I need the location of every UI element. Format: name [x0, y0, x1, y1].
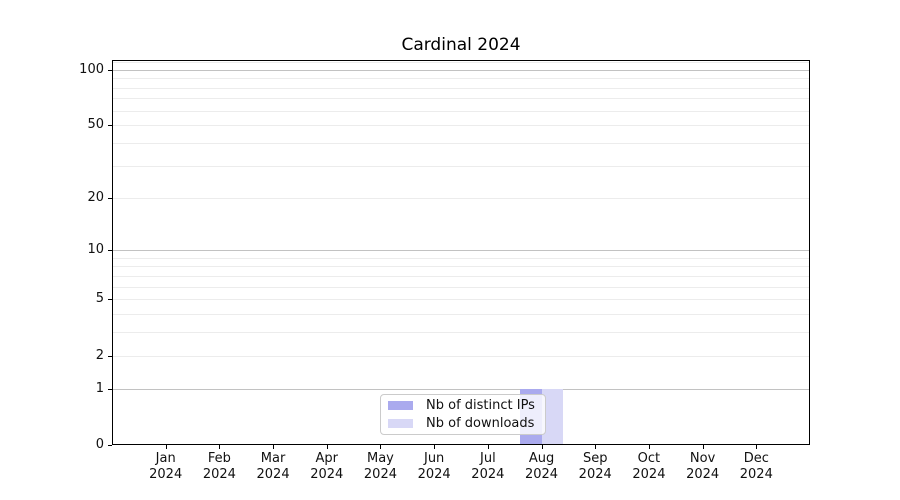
x-tick-label: Mar 2024: [256, 451, 290, 482]
x-tick-label: Aug 2024: [524, 451, 559, 482]
legend: Nb of distinct IPs Nb of downloads: [380, 394, 546, 435]
y-tick-label: 5: [95, 291, 104, 307]
y-gridline-minor: [113, 258, 809, 259]
y-gridline-minor: [113, 198, 809, 199]
y-gridline-major: [113, 70, 809, 71]
y-gridline-minor: [113, 88, 809, 89]
x-tick-label: Nov 2024: [686, 451, 720, 482]
x-tick-label: Apr 2024: [310, 451, 344, 482]
x-tick: [273, 445, 274, 449]
x-tick: [219, 445, 220, 449]
x-tick-label: Sep 2024: [578, 451, 612, 482]
y-gridline-minor: [113, 266, 809, 267]
legend-label-downloads: Nb of downloads: [426, 415, 535, 431]
y-tick-label: 10: [87, 242, 104, 258]
y-tick-label: 0: [95, 437, 104, 452]
legend-item-distinct-ips: Nb of distinct IPs: [388, 397, 538, 415]
y-tick: [108, 198, 112, 199]
bar-nb-of-downloads-aug: [541, 388, 563, 445]
y-gridline-minor: [113, 356, 809, 357]
y-tick-label: 50: [87, 117, 104, 133]
x-tick: [649, 445, 650, 449]
x-tick-label: Feb 2024: [202, 451, 236, 482]
y-tick: [108, 445, 112, 446]
x-tick: [703, 445, 704, 449]
y-gridline-minor: [113, 98, 809, 99]
x-tick: [327, 445, 328, 449]
y-tick: [108, 250, 112, 251]
y-gridline-minor: [113, 299, 809, 300]
y-tick-label: 100: [79, 61, 104, 77]
y-tick: [108, 70, 112, 71]
y-gridline-minor: [113, 78, 809, 79]
x-tick-label: Dec 2024: [739, 451, 773, 482]
y-tick: [108, 125, 112, 126]
x-tick-label: May 2024: [363, 451, 397, 482]
x-tick-label: Jul 2024: [471, 451, 505, 482]
chart-title: Cardinal 2024: [401, 35, 521, 55]
legend-swatch-distinct-ips: [388, 401, 413, 411]
y-gridline-minor: [113, 125, 809, 126]
y-gridline-minor: [113, 332, 809, 333]
y-gridline-major: [113, 389, 809, 390]
x-tick-label: Jan 2024: [149, 451, 183, 482]
legend-swatch-downloads: [388, 418, 413, 428]
y-gridline-minor: [113, 287, 809, 288]
y-tick: [108, 356, 112, 357]
y-tick: [108, 299, 112, 300]
y-gridline-minor: [113, 314, 809, 315]
y-gridline-major: [113, 250, 809, 251]
legend-item-downloads: Nb of downloads: [388, 415, 538, 433]
x-tick-label: Jun 2024: [417, 451, 451, 482]
x-tick: [166, 445, 167, 449]
x-tick: [488, 445, 489, 449]
y-gridline-minor: [113, 62, 809, 63]
y-gridline-minor: [113, 143, 809, 144]
x-tick-label: Oct 2024: [632, 451, 666, 482]
y-tick-label: 2: [95, 347, 104, 363]
x-tick: [434, 445, 435, 449]
y-tick-label: 1: [95, 380, 104, 396]
y-tick: [108, 389, 112, 390]
plot-area-border: [112, 60, 810, 445]
y-gridline-minor: [113, 276, 809, 277]
x-tick: [756, 445, 757, 449]
y-tick-label: 20: [87, 189, 104, 205]
y-gridline-minor: [113, 166, 809, 167]
x-tick: [542, 445, 543, 449]
x-tick: [595, 445, 596, 449]
y-gridline-minor: [113, 111, 809, 112]
x-tick: [380, 445, 381, 449]
legend-label-distinct-ips: Nb of distinct IPs: [426, 398, 535, 414]
